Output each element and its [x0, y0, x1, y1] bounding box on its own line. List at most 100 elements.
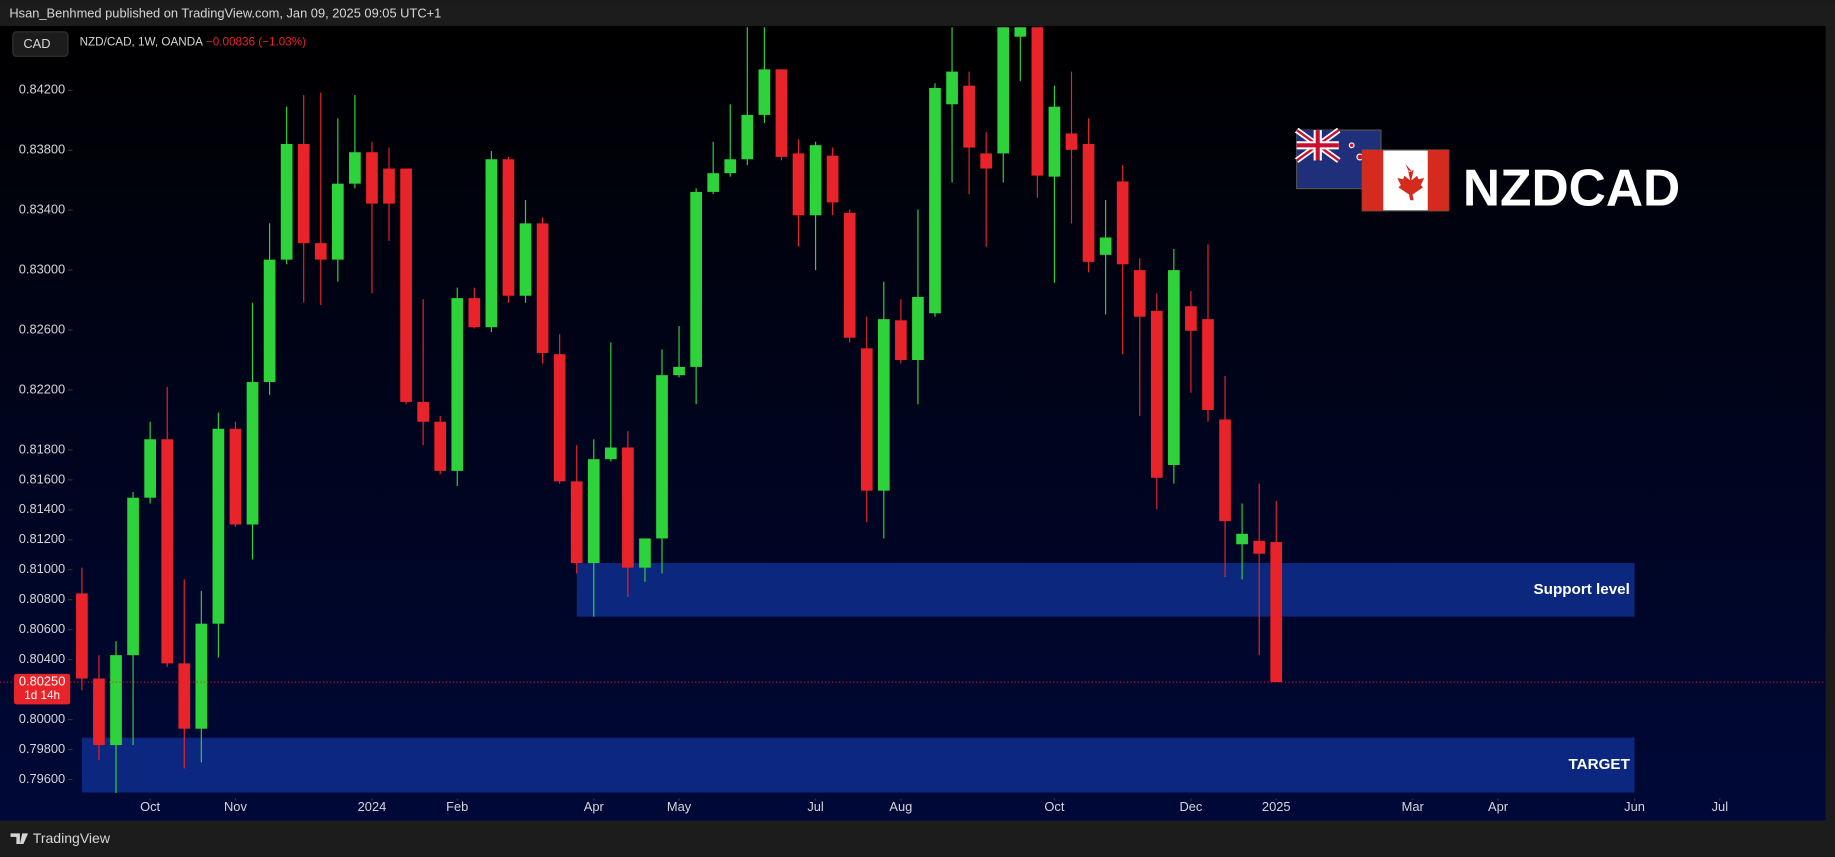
y-tick-label: 0.81200 — [19, 531, 65, 546]
candle-body — [1031, 27, 1044, 176]
candle-body — [1185, 306, 1197, 331]
x-tick-label: Dec — [1179, 799, 1202, 814]
candle-body — [212, 428, 225, 624]
publisher: Hsan_Benhmed published on TradingView.co… — [9, 6, 441, 21]
y-tick-label: 0.84200 — [19, 82, 65, 97]
candle-body — [417, 401, 429, 422]
candle-body — [331, 183, 344, 260]
y-tick-label: 0.80400 — [19, 651, 65, 666]
symbol: NZD/CAD, 1W, OANDA — [80, 35, 204, 48]
y-tick-label: 0.83000 — [19, 262, 65, 277]
zone — [81, 737, 1635, 793]
y-tick-label: 0.79600 — [19, 771, 65, 786]
y-tick-label: 0.80600 — [19, 621, 65, 636]
x-tick-label: 2024 — [358, 799, 387, 814]
x-tick-label: May — [667, 799, 692, 814]
candle-body — [1082, 143, 1095, 262]
candle-body — [1048, 106, 1061, 177]
candle-body — [639, 538, 651, 568]
candle-body — [929, 87, 941, 314]
candle-body — [195, 623, 208, 729]
candle-body — [297, 143, 310, 244]
candle-body — [673, 366, 685, 376]
candle-body — [622, 447, 634, 568]
candle-body — [775, 69, 788, 157]
logo-text: NZDCAD — [1463, 159, 1680, 217]
plot-background — [0, 25, 1826, 821]
candle-body — [229, 428, 242, 525]
candle-body — [246, 382, 259, 525]
candle-body — [400, 168, 412, 402]
candle-body — [366, 152, 378, 204]
candle-body — [451, 298, 464, 471]
candle-body — [690, 191, 702, 367]
y-tick-label: 0.81000 — [19, 561, 65, 576]
y-tick-label: 0.83800 — [19, 142, 65, 157]
candle-body — [383, 168, 395, 204]
candle-body — [1219, 419, 1231, 522]
last-price-box — [14, 673, 71, 705]
candle-body — [843, 212, 856, 338]
candle-body — [434, 421, 447, 471]
zone-label: Support level — [1534, 581, 1630, 598]
x-tick-label: Mar — [1402, 799, 1425, 814]
countdown: 1d 14h — [24, 689, 60, 702]
candle-body — [178, 663, 191, 729]
candle-body — [76, 593, 88, 679]
y-tick-label: 0.80800 — [19, 591, 65, 606]
currency[interactable]: CAD — [23, 36, 50, 51]
candle-body — [536, 223, 549, 353]
candle-body — [1065, 133, 1078, 150]
zone-label: TARGET — [1568, 756, 1630, 773]
candle-body — [826, 155, 839, 203]
candle-body — [110, 655, 122, 746]
candle-body — [502, 159, 515, 296]
candle-body — [1014, 27, 1027, 37]
candle-body — [1270, 542, 1283, 683]
candle-body — [792, 153, 805, 216]
candle-body — [877, 319, 890, 491]
candle-body — [656, 375, 668, 539]
candle-body — [280, 143, 293, 260]
candle-body — [1099, 237, 1112, 255]
candle-body — [1168, 270, 1180, 466]
candle-body — [468, 298, 481, 328]
y-tick-label: 0.81800 — [19, 441, 65, 456]
y-tick-label: 0.81400 — [19, 501, 65, 516]
candle-body — [963, 85, 975, 148]
candle-body — [485, 159, 498, 328]
candle-body — [553, 354, 566, 482]
zone — [576, 563, 1635, 617]
y-tick-label: 0.79800 — [19, 741, 65, 756]
y-tick-label: 0.82600 — [19, 321, 65, 336]
ca-flag — [1361, 149, 1450, 212]
candle-body — [707, 173, 720, 192]
y-tick-label: 0.81600 — [19, 471, 65, 486]
y-tick-label: 0.80000 — [19, 711, 65, 726]
candle-body — [895, 320, 907, 361]
candle-body — [519, 223, 532, 296]
candle-body — [980, 153, 993, 169]
candle-body — [127, 497, 139, 656]
change: −0.00836 (−1.03%) — [206, 35, 306, 48]
candle-body — [1133, 270, 1146, 317]
x-tick-label: Jul — [807, 799, 823, 814]
footer-logo — [10, 833, 29, 844]
y-tick-label: 0.83400 — [19, 202, 65, 217]
currency-box[interactable] — [12, 31, 69, 57]
candle-body — [1116, 181, 1129, 265]
candle-body — [1150, 310, 1163, 478]
candle-body — [860, 348, 873, 491]
x-tick-label: Nov — [224, 799, 247, 814]
candle-body — [1202, 319, 1214, 411]
candle-body — [263, 259, 276, 383]
x-tick-label: Oct — [140, 799, 160, 814]
x-tick-label: Aug — [889, 799, 912, 814]
candle-body — [809, 145, 822, 216]
x-tick-label: Apr — [584, 799, 605, 814]
candle-body — [1253, 540, 1266, 554]
marks: Support level TARGET 0.84200 0.83800 0.83400… — [0, 27, 1826, 814]
candle-body — [604, 447, 617, 460]
